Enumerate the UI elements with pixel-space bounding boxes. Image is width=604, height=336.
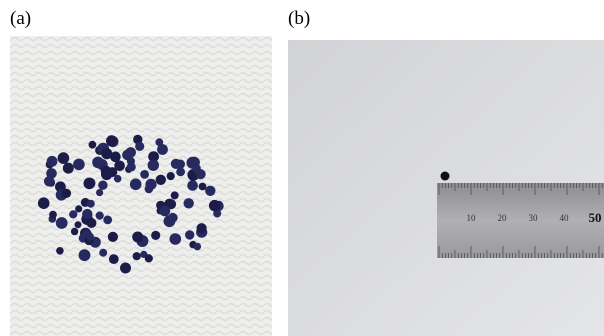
page: (a) (b) 1020304050 (() => { const data =… <box>0 0 604 336</box>
bead <box>103 216 112 225</box>
bead <box>56 217 68 229</box>
bead <box>62 189 71 198</box>
bead <box>159 206 170 217</box>
panel-label: (a) <box>10 8 31 29</box>
bead <box>89 141 97 149</box>
bead <box>96 189 103 196</box>
panel-label: (b) <box>288 8 310 29</box>
bead <box>176 160 185 169</box>
bead <box>73 159 85 171</box>
bead <box>63 163 74 174</box>
bead <box>87 200 95 208</box>
bead <box>140 170 149 179</box>
bead <box>86 233 94 241</box>
bead <box>75 221 82 228</box>
bead <box>101 148 112 159</box>
bead <box>96 212 104 220</box>
bead <box>132 232 143 243</box>
bead <box>151 231 160 240</box>
bead <box>145 179 156 190</box>
bead <box>71 228 78 235</box>
ruler-number: 40 <box>560 213 570 223</box>
ruler-number: 30 <box>529 213 539 223</box>
bead <box>133 252 141 260</box>
bead <box>184 198 194 208</box>
bead <box>145 254 153 262</box>
bead <box>38 197 50 209</box>
bead <box>98 181 107 190</box>
bead <box>69 210 77 218</box>
photo-b: 10 20 30 40 50 <box>288 40 604 336</box>
bead <box>109 254 119 264</box>
bead <box>49 211 57 219</box>
bead <box>56 247 64 255</box>
bead <box>194 243 202 251</box>
bead <box>205 186 215 196</box>
bead <box>79 249 91 261</box>
bead <box>171 191 179 199</box>
bead <box>157 144 168 155</box>
bead <box>167 172 175 180</box>
bead <box>187 180 198 191</box>
bead <box>85 178 96 189</box>
bead <box>87 218 97 228</box>
figure: (a) (b) 10 20 30 40 50 <box>0 0 604 336</box>
bead <box>135 142 144 151</box>
bead <box>114 175 122 183</box>
bead <box>197 223 207 233</box>
bead <box>127 162 136 171</box>
photo-a <box>10 36 272 336</box>
ruler-number: 50 <box>589 210 602 225</box>
bead <box>46 168 57 179</box>
bead <box>170 233 182 245</box>
bead <box>199 183 207 191</box>
ruler <box>437 183 604 258</box>
bead <box>47 156 58 167</box>
bead <box>108 232 118 242</box>
bead <box>101 166 112 177</box>
bead <box>58 152 70 164</box>
bead <box>156 175 166 185</box>
bead <box>441 172 450 181</box>
bead <box>125 147 136 158</box>
bead <box>209 200 220 211</box>
ruler-number: 10 <box>467 213 477 223</box>
bead <box>99 249 107 257</box>
bead <box>130 179 142 191</box>
bead <box>164 215 176 227</box>
bead <box>106 135 117 146</box>
bead <box>82 209 92 219</box>
bead <box>192 164 201 173</box>
ruler-number: 20 <box>498 213 508 223</box>
bead <box>185 230 194 239</box>
bead <box>148 160 159 171</box>
bead <box>120 263 131 274</box>
bead <box>75 205 82 212</box>
